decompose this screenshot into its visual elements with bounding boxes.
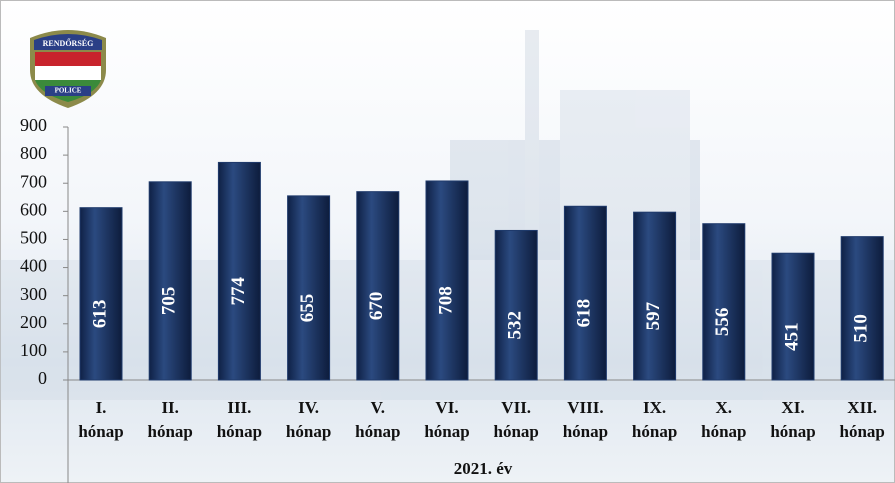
bar [217,161,261,381]
y-tick-label: 900 [20,115,47,135]
bar [148,181,192,381]
logo: RENDŐRSÉG POLICE [30,30,106,108]
x-tick-label: II. hónap [147,398,193,441]
x-tick-label: I. hónap [78,398,124,441]
y-tick-label: 800 [20,143,47,163]
x-axis-title: 2021. év [454,459,513,478]
bar [287,195,331,381]
value-label: 556 [712,308,733,337]
value-label: 532 [505,311,526,340]
value-label: 597 [643,301,664,330]
value-label: 708 [435,286,456,315]
value-label: 510 [851,314,872,343]
bar [425,180,469,381]
logo-top-text: RENDŐRSÉG [43,38,94,48]
x-tick-label: XII. hónap [839,398,885,441]
bar [79,207,123,381]
y-tick-label: 700 [20,171,47,191]
bar [563,205,607,381]
y-tick-label: 400 [20,256,47,276]
bar [356,191,400,381]
bar [494,229,538,381]
x-tick-label: VIII. hónap [562,398,609,441]
value-label: 670 [366,292,387,321]
bar [771,252,815,381]
x-tick-label: III. hónap [216,398,263,441]
x-tick-label: X. hónap [701,398,747,441]
value-label: 613 [89,300,110,329]
y-tick-label: 200 [20,312,47,332]
bar [840,236,884,381]
y-tick-label: 300 [20,284,47,304]
y-tick-label: 100 [20,340,47,360]
x-tick-label: XI. hónap [770,398,816,441]
value-label: 618 [574,299,595,328]
y-tick-label: 500 [20,228,47,248]
x-tick-label: IX. hónap [631,398,678,441]
value-label: 705 [159,287,180,316]
x-tick-label: VII. hónap [493,398,539,441]
value-label: 774 [228,276,249,305]
y-tick-label: 0 [38,368,47,388]
value-label: 655 [297,294,318,323]
logo-bottom-text: POLICE [55,87,82,95]
x-tick-label: VI. hónap [424,398,470,441]
x-tick-label: V. hónap [355,398,401,441]
bar [702,223,746,381]
value-label: 451 [781,322,802,351]
x-tick-label: IV. hónap [285,398,332,441]
y-tick-label: 600 [20,199,47,219]
bar [633,211,677,381]
